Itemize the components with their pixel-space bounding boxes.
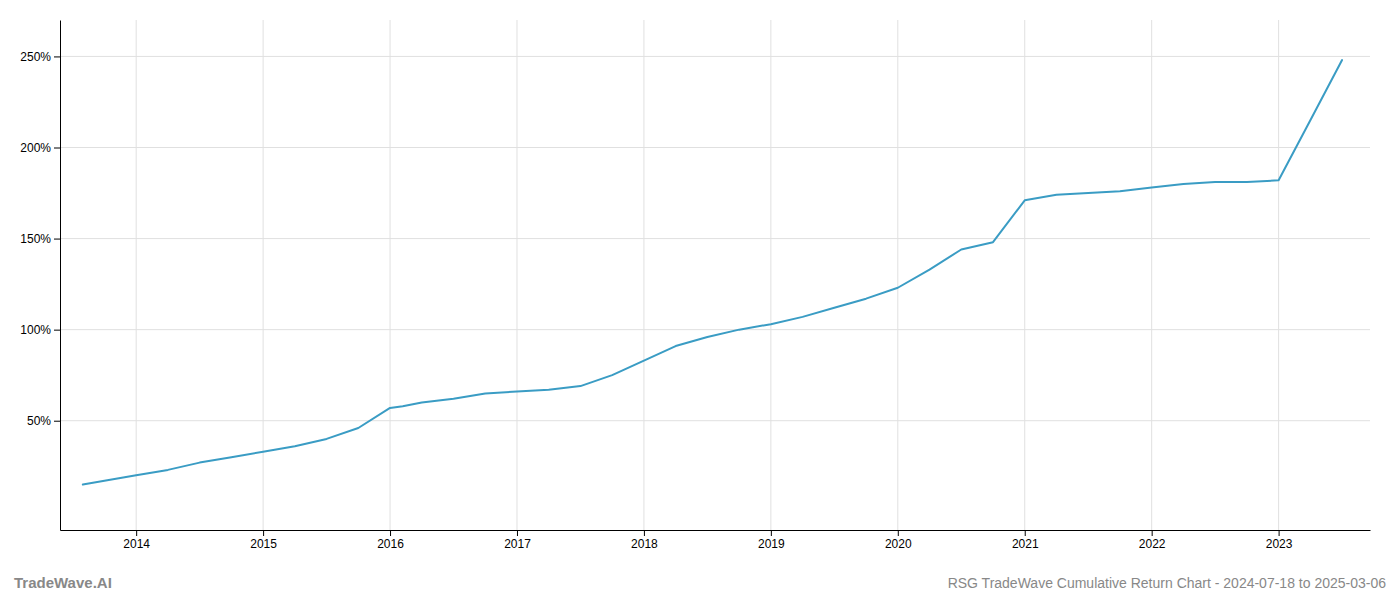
grid-line-x: [1024, 20, 1025, 530]
grid-line-y: [60, 147, 1370, 148]
x-tick: 2018: [631, 530, 658, 551]
y-tick-label: 50%: [27, 414, 51, 428]
y-axis-line: [60, 21, 61, 531]
x-tick-mark: [136, 530, 137, 536]
y-axis: 50% 100% 150% 200% 250%: [20, 21, 60, 531]
x-tick: 2023: [1266, 530, 1293, 551]
grid-line-y: [60, 238, 1370, 239]
x-tick-mark: [390, 530, 391, 536]
x-tick-label: 2014: [123, 537, 150, 551]
grid-line-x: [390, 20, 391, 530]
x-tick-mark: [1025, 530, 1026, 536]
x-tick-label: 2018: [631, 537, 658, 551]
grid-line-x: [136, 20, 137, 530]
y-tick-mark: [54, 421, 60, 422]
y-tick: 150%: [20, 232, 60, 246]
x-tick: 2017: [504, 530, 531, 551]
marks: [83, 60, 1342, 484]
x-tick-label: 2021: [1012, 537, 1039, 551]
x-tick: 2020: [885, 530, 912, 551]
x-tick-mark: [1152, 530, 1153, 536]
x-tick-mark: [898, 530, 899, 536]
y-tick: 250%: [20, 50, 60, 64]
x-tick-label: 2019: [758, 537, 785, 551]
y-tick-label: 150%: [20, 232, 51, 246]
grid-line-x: [643, 20, 644, 530]
x-axis: 2014 2015 2016 2017 2018 2019 2020 2021 2022 2023: [61, 530, 1371, 551]
x-tick: 2016: [377, 530, 404, 551]
y-tick-mark: [54, 239, 60, 240]
y-tick-mark: [54, 148, 60, 149]
grid: [60, 20, 1370, 530]
y-tick-label: 250%: [20, 50, 51, 64]
line: [83, 60, 1342, 484]
y-tick-mark: [54, 330, 60, 331]
x-tick: 2019: [758, 530, 785, 551]
y-tick: 100%: [20, 323, 60, 337]
grid-line-y: [60, 329, 1370, 330]
x-axis-line: [61, 530, 1371, 531]
x-tick: 2021: [1012, 530, 1039, 551]
x-tick-label: 2017: [504, 537, 531, 551]
grid-line-x: [263, 20, 264, 530]
grid-line-x: [770, 20, 771, 530]
x-tick-label: 2016: [377, 537, 404, 551]
watermark: TradeWave.AI: [14, 574, 112, 591]
x-tick: 2014: [123, 530, 150, 551]
x-tick: 2015: [250, 530, 277, 551]
grid-line-y: [60, 420, 1370, 421]
x-tick-mark: [771, 530, 772, 536]
title: RSG TradeWave Cumulative Return Chart - …: [948, 575, 1387, 591]
x-tick-mark: [263, 530, 264, 536]
y-tick: 200%: [20, 141, 60, 155]
x-tick-label: 2020: [885, 537, 912, 551]
grid-line-x: [897, 20, 898, 530]
x-tick-mark: [644, 530, 645, 536]
grid-line-x: [516, 20, 517, 530]
grid-line-x: [1278, 20, 1279, 530]
x-tick-mark: [517, 530, 518, 536]
y-tick-label: 200%: [20, 141, 51, 155]
x-tick-label: 2023: [1266, 537, 1293, 551]
grid-line-y: [60, 56, 1370, 57]
y-tick-label: 100%: [20, 323, 51, 337]
plot: 2014 2015 2016 2017 2018 2019 2020 2021 2022 2023…: [20, 20, 1370, 551]
x-tick-label: 2022: [1139, 537, 1166, 551]
grid-line-x: [1151, 20, 1152, 530]
chart: 2014 2015 2016 2017 2018 2019 2020 2021 2022 2023…: [0, 0, 1400, 600]
y-tick: 50%: [27, 414, 60, 428]
x-tick: 2022: [1139, 530, 1166, 551]
y-tick-mark: [54, 56, 60, 57]
x-tick-mark: [1279, 530, 1280, 536]
x-tick-label: 2015: [250, 537, 277, 551]
